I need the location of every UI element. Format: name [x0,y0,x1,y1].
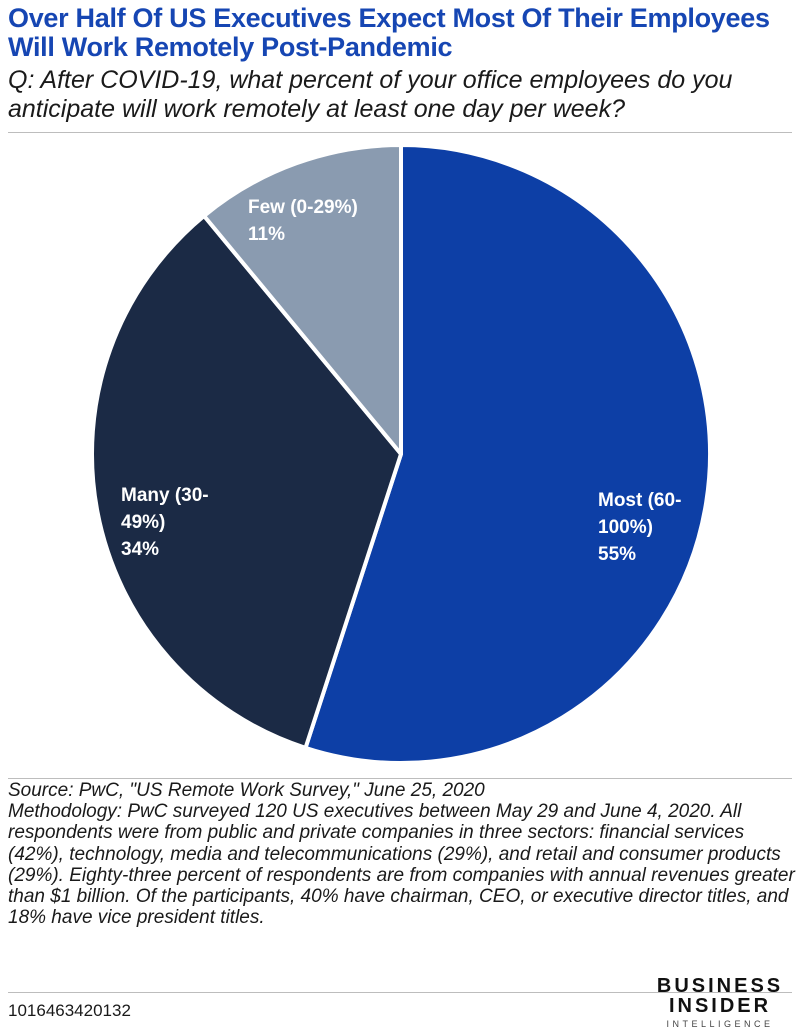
source-note: Source: PwC, "US Remote Work Survey," Ju… [8,780,485,801]
slice-label-few: Few (0-29%) 11% [248,197,358,245]
chart-title: Over Half Of US Executives Expect Most O… [8,3,770,62]
business-insider-intelligence-logo: BUSINESS INSIDER INTELLIGENCE [650,976,790,1029]
bottom-divider [8,778,792,779]
logo-line-business: BUSINESS [656,975,784,997]
pie-slice-few [202,143,403,456]
chart-id: 1016463420132 [8,1001,131,1020]
pie-slice-most [303,143,712,765]
pie-chart: Most (60-100%) 55% Many (30-49%) 34% Few (0-… [90,143,712,765]
logo-line-insider: INSIDER [668,995,772,1017]
pie-slice-many [90,213,403,750]
footer-divider [8,992,792,993]
top-divider [8,132,792,133]
slice-label-most: Most (60-100%) 55% [598,490,681,565]
slice-label-many: Many (30-49%) 34% [121,485,209,560]
chart-subtitle: Q: After COVID-19, what percent of your … [8,66,733,123]
methodology-note: Methodology: PwC surveyed 120 US executi… [8,801,795,929]
logo-line-intelligence: INTELLIGENCE [666,1019,774,1029]
